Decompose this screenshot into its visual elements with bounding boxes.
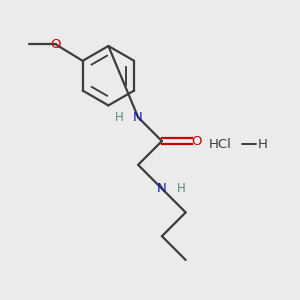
Text: H: H [177, 182, 186, 195]
Text: N: N [157, 182, 167, 195]
Text: O: O [51, 38, 61, 51]
Text: H: H [114, 111, 123, 124]
Text: HCl: HCl [208, 138, 231, 151]
Text: H: H [258, 138, 268, 151]
Text: O: O [192, 135, 202, 148]
Text: N: N [133, 111, 143, 124]
